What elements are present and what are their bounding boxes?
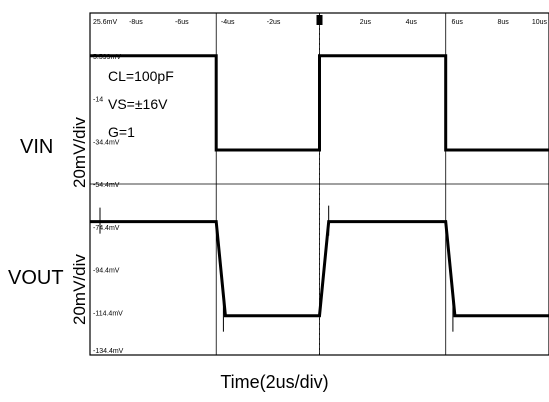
x-tick-label: -4us <box>221 19 235 26</box>
y-tick-label: -94.4mV <box>93 268 120 275</box>
x-axis-label: Time(2us/div) <box>220 372 329 392</box>
y-tick-label: -114.4mV <box>93 310 123 317</box>
y-tick-label: 5.599mV <box>93 54 121 61</box>
y-tick-label: -34.4mV <box>93 139 120 146</box>
y-tick-label: -14 <box>93 97 103 104</box>
y-tick-label: -134.4mV <box>93 348 124 355</box>
time-axis-ticks: 25.6mV-8us-6us-4us-2us02us4us6us8us10us <box>93 19 547 26</box>
x-tick-label: 4us <box>406 19 418 26</box>
vin-scale-label: 20mV/div <box>70 117 89 188</box>
x-tick-label: -6us <box>175 19 189 26</box>
supply-voltage-annotation: VS=±16V <box>108 96 168 112</box>
x-tick-label: -2us <box>267 19 281 26</box>
y-tick-label: -54.4mV <box>93 182 120 189</box>
x-tick-label: 6us <box>452 19 464 26</box>
gain-annotation: G=1 <box>108 124 135 140</box>
vout-channel-label: VOUT <box>8 267 64 289</box>
load-capacitance-annotation: CL=100pF <box>108 68 174 84</box>
y-tick-label: -74.4mV <box>93 225 120 232</box>
vout-scale-label: 20mV/div <box>70 254 89 325</box>
x-tick-label: 8us <box>497 19 509 26</box>
traces <box>90 13 549 355</box>
voltage-tick-labels: 5.599mV -14 -34.4mV -54.4mV -74.4mV -94.4mV -1… <box>93 54 124 355</box>
x-tick-label: 10us <box>532 19 548 26</box>
vin-channel-label: VIN <box>20 136 54 158</box>
x-tick-label: -8us <box>129 19 143 26</box>
x-tick-label: 2us <box>360 19 372 26</box>
x-tick-label: 25.6mV <box>93 19 117 26</box>
